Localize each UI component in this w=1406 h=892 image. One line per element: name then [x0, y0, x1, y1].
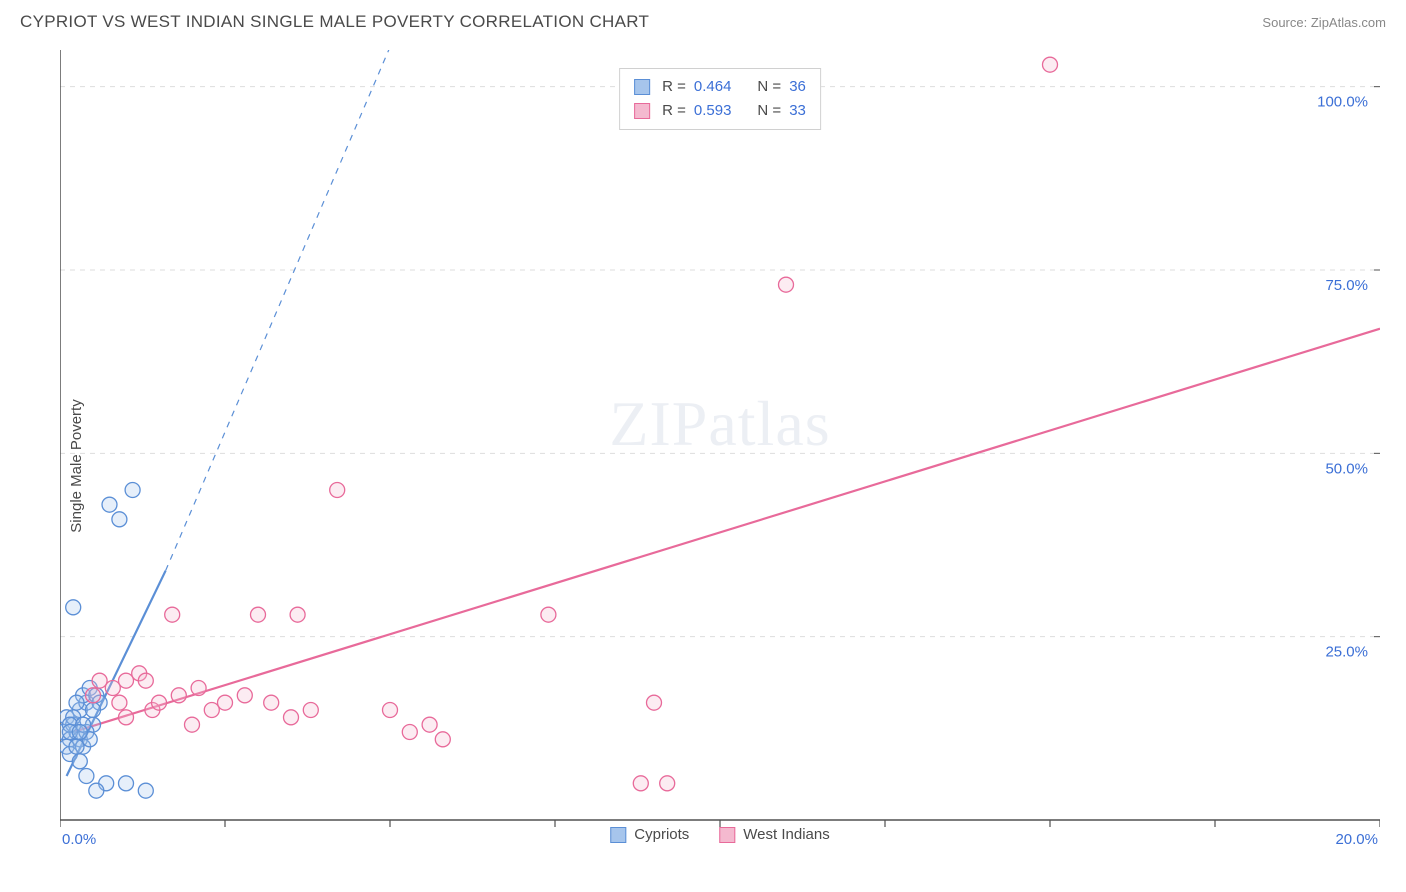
r-label: R = [662, 75, 686, 99]
r-value: 0.593 [694, 99, 732, 123]
source-attribution: Source: ZipAtlas.com [1262, 15, 1386, 30]
legend-swatch [634, 79, 650, 95]
chart-title: CYPRIOT VS WEST INDIAN SINGLE MALE POVER… [20, 12, 649, 32]
scatter-chart-svg: 25.0% 50.0% 75.0% 100.0% 0.0% 20.0% [60, 50, 1380, 845]
plot-area: 25.0%50.0%75.0%100.0%0.0%20.0% ZIPatlas … [60, 50, 1380, 845]
legend-item: Cypriots [610, 826, 689, 843]
n-label: N = [757, 75, 781, 99]
source-label: Source: [1262, 15, 1307, 30]
legend-row: R = 0.464 N = 36 [634, 75, 806, 99]
svg-text:20.0%: 20.0% [1335, 831, 1378, 845]
legend-swatch [719, 827, 735, 843]
legend-label: Cypriots [634, 826, 689, 843]
legend-label: West Indians [743, 826, 829, 843]
r-value: 0.464 [694, 75, 732, 99]
svg-text:50.0%: 50.0% [1325, 460, 1368, 477]
r-label: R = [662, 99, 686, 123]
svg-text:25.0%: 25.0% [1325, 644, 1368, 661]
legend-item: West Indians [719, 826, 829, 843]
series-legend: Cypriots West Indians [610, 826, 829, 843]
legend-row: R = 0.593 N = 33 [634, 99, 806, 123]
n-value: 36 [789, 75, 806, 99]
legend-swatch [634, 103, 650, 119]
correlation-legend: R = 0.464 N = 36 R = 0.593 N = 33 [619, 68, 821, 130]
svg-text:75.0%: 75.0% [1325, 277, 1368, 294]
svg-text:100.0%: 100.0% [1317, 94, 1368, 111]
n-label: N = [757, 99, 781, 123]
source-name: ZipAtlas.com [1311, 15, 1386, 30]
n-value: 33 [789, 99, 806, 123]
header: CYPRIOT VS WEST INDIAN SINGLE MALE POVER… [0, 0, 1406, 36]
svg-text:0.0%: 0.0% [62, 831, 96, 845]
chart-container: Single Male Poverty 25.0%50.0%75.0%100.0… [20, 50, 1386, 882]
legend-swatch [610, 827, 626, 843]
